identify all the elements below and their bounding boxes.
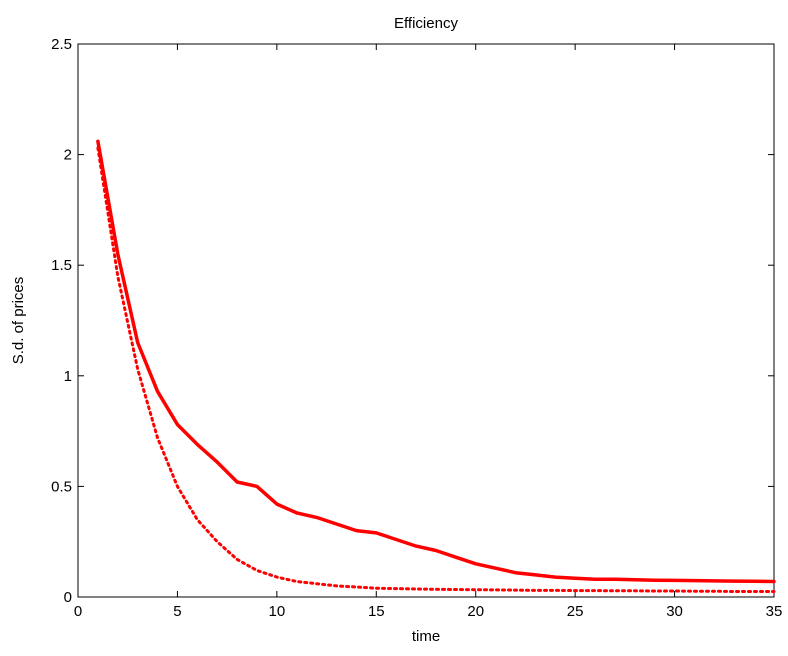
y-tick-label: 0 [64, 589, 72, 606]
series-line-solid [96, 139, 776, 584]
x-tick-label: 20 [467, 603, 484, 620]
x-axis-label: time [412, 628, 440, 645]
x-tick-label: 5 [173, 603, 181, 620]
x-tick-label: 15 [368, 603, 385, 620]
y-axis-label: S.d. of prices [10, 277, 27, 365]
x-tick-label: 0 [74, 603, 82, 620]
y-tick-label: 2 [64, 147, 72, 164]
plot-area: 0 5 10 15 20 25 30 35 0 0.5 1 1.5 2 2.5 [51, 36, 782, 620]
x-tick-label: 25 [567, 603, 584, 620]
x-tick-label: 30 [666, 603, 683, 620]
x-tick-label: 10 [269, 603, 286, 620]
y-tick-label: 0.5 [51, 478, 72, 495]
axes-box [77, 43, 775, 598]
y-tick-label: 1 [64, 368, 72, 385]
y-tick-label: 2.5 [51, 36, 72, 53]
x-tick-label: 35 [766, 603, 783, 620]
series-line-dotted [96, 146, 776, 593]
chart-title: Efficiency [394, 15, 458, 32]
y-tick-label: 1.5 [51, 257, 72, 274]
